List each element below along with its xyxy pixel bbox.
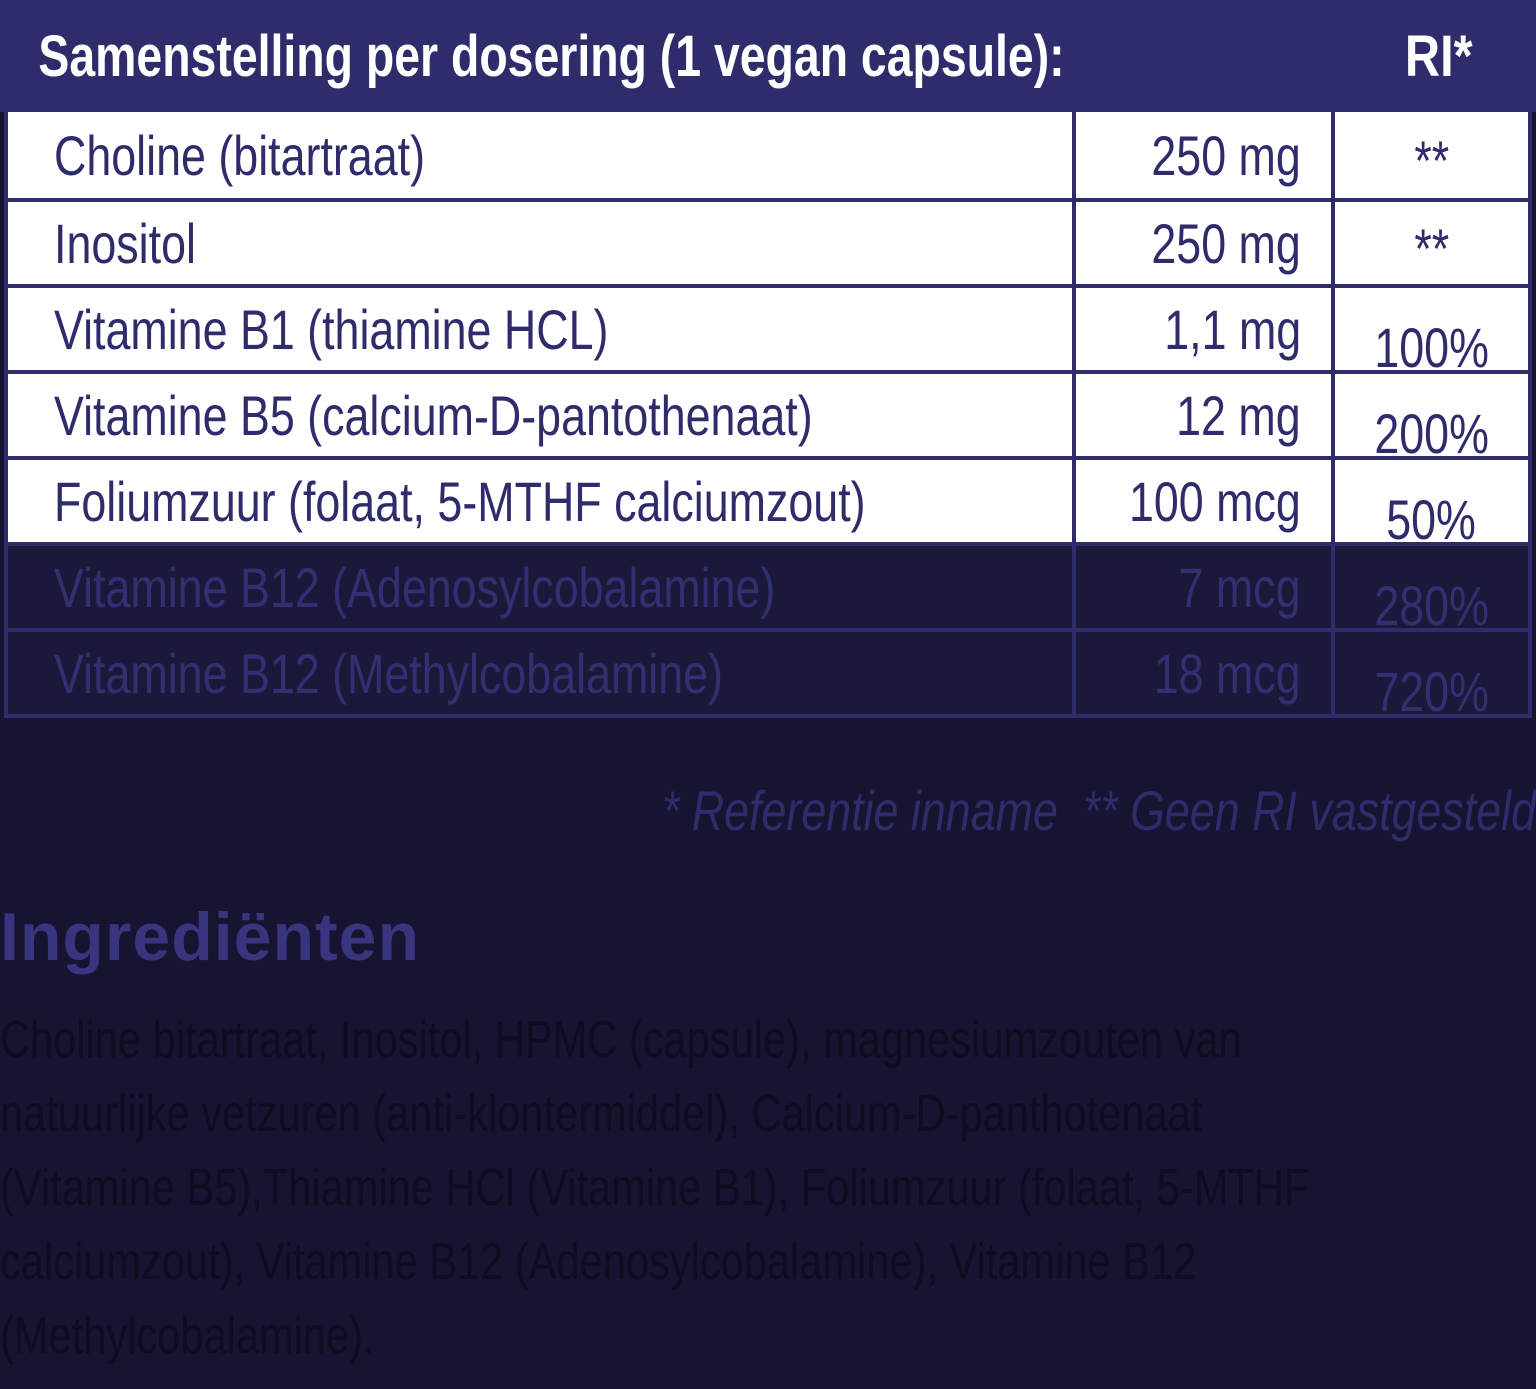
amount-cell: 250 mg <box>1072 202 1335 284</box>
table-title: Samenstelling per dosering (1 vegan caps… <box>38 23 1065 89</box>
ri-value: 100% <box>1374 315 1489 371</box>
table-row: Vitamine B12 (Methylcobalamine) 18 mcg 7… <box>8 628 1528 714</box>
table-row: Foliumzuur (folaat, 5-MTHF calciumzout) … <box>8 456 1528 542</box>
ingredient-name: Vitamine B5 (calcium-D-pantothenaat) <box>54 383 813 447</box>
table-row: Vitamine B5 (calcium-D-pantothenaat) 12 … <box>8 370 1528 456</box>
amount-cell: 100 mcg <box>1072 460 1335 542</box>
ri-value: 50% <box>1386 487 1477 543</box>
amount-value: 7 mcg <box>1178 555 1301 619</box>
ri-cell: 200% <box>1335 374 1528 457</box>
ingredients-heading: Ingrediënten <box>0 899 421 975</box>
ingredient-name: Vitamine B1 (thiamine HCL) <box>54 297 609 361</box>
ri-value: ** <box>1414 128 1449 192</box>
ri-cell: 280% <box>1335 546 1528 629</box>
ingredients-line: calciumzout), Vitamine B12 (Adenosylcoba… <box>0 1233 1197 1291</box>
ingredients-line: Choline bitartraat, Inositol, HPMC (caps… <box>0 1011 1242 1069</box>
amount-cell: 18 mcg <box>1072 632 1335 714</box>
ri-value: 720% <box>1374 659 1489 715</box>
ingredient-name-cell: Vitamine B5 (calcium-D-pantothenaat) <box>8 374 1072 456</box>
ri-value: 200% <box>1374 401 1489 457</box>
amount-value: 250 mg <box>1151 211 1301 275</box>
amount-value: 250 mg <box>1151 123 1301 187</box>
amount-cell: 1,1 mg <box>1072 288 1335 370</box>
table-row: Choline (bitartraat) 250 mg ** <box>8 112 1528 198</box>
ingredient-name-cell: Choline (bitartraat) <box>8 112 1072 198</box>
amount-cell: 7 mcg <box>1072 546 1335 628</box>
ri-cell: ** <box>1335 112 1528 198</box>
ri-value: 280% <box>1374 573 1489 629</box>
ingredients-line: natuurlijke vetzuren (anti-klontermiddel… <box>0 1085 1203 1143</box>
ingredient-name: Inositol <box>54 211 196 275</box>
amount-value: 1,1 mg <box>1163 297 1301 361</box>
amount-cell: 12 mg <box>1072 374 1335 456</box>
ingredient-name-cell: Vitamine B12 (Methylcobalamine) <box>8 632 1072 714</box>
ri-cell: 720% <box>1335 632 1528 715</box>
table-row: Vitamine B12 (Adenosylcobalamine) 7 mcg … <box>8 542 1528 628</box>
reference-intake-footnote: * Referentie inname ** Geen RI vastgeste… <box>661 779 1536 842</box>
ingredient-name: Choline (bitartraat) <box>54 123 425 187</box>
table-row: Vitamine B1 (thiamine HCL) 1,1 mg 100% <box>8 284 1528 370</box>
ri-cell: 100% <box>1335 288 1528 371</box>
ingredients-line: (Methylcobalamine). <box>0 1307 375 1365</box>
amount-value: 12 mg <box>1176 383 1301 447</box>
table-header-row: Samenstelling per dosering (1 vegan caps… <box>0 0 1536 112</box>
ingredient-name-cell: Vitamine B12 (Adenosylcobalamine) <box>8 546 1072 628</box>
ingredient-name-cell: Foliumzuur (folaat, 5-MTHF calciumzout) <box>8 460 1072 542</box>
ri-value: ** <box>1414 216 1449 280</box>
composition-table: Samenstelling per dosering (1 vegan caps… <box>0 0 1536 718</box>
ingredient-name: Foliumzuur (folaat, 5-MTHF calciumzout) <box>54 469 866 533</box>
ingredient-name-cell: Vitamine B1 (thiamine HCL) <box>8 288 1072 370</box>
amount-value: 100 mcg <box>1129 469 1301 533</box>
ingredient-name-cell: Inositol <box>8 202 1072 284</box>
ingredients-line: (Vitamine B5),Thiamine HCl (Vitamine B1)… <box>0 1159 1310 1217</box>
ri-column-header: RI* <box>1405 23 1474 89</box>
ri-cell: ** <box>1335 202 1528 284</box>
amount-value: 18 mcg <box>1154 641 1301 705</box>
table-row: Inositol 250 mg ** <box>8 198 1528 284</box>
ingredient-name: Vitamine B12 (Methylcobalamine) <box>54 641 724 705</box>
ingredients-paragraph: Choline bitartraat, Inositol, HPMC (caps… <box>0 1003 1536 1373</box>
ingredient-name: Vitamine B12 (Adenosylcobalamine) <box>54 555 776 619</box>
amount-cell: 250 mg <box>1072 112 1335 198</box>
ri-cell: 50% <box>1335 460 1528 543</box>
table-body: Choline (bitartraat) 250 mg ** Inositol … <box>4 112 1532 718</box>
